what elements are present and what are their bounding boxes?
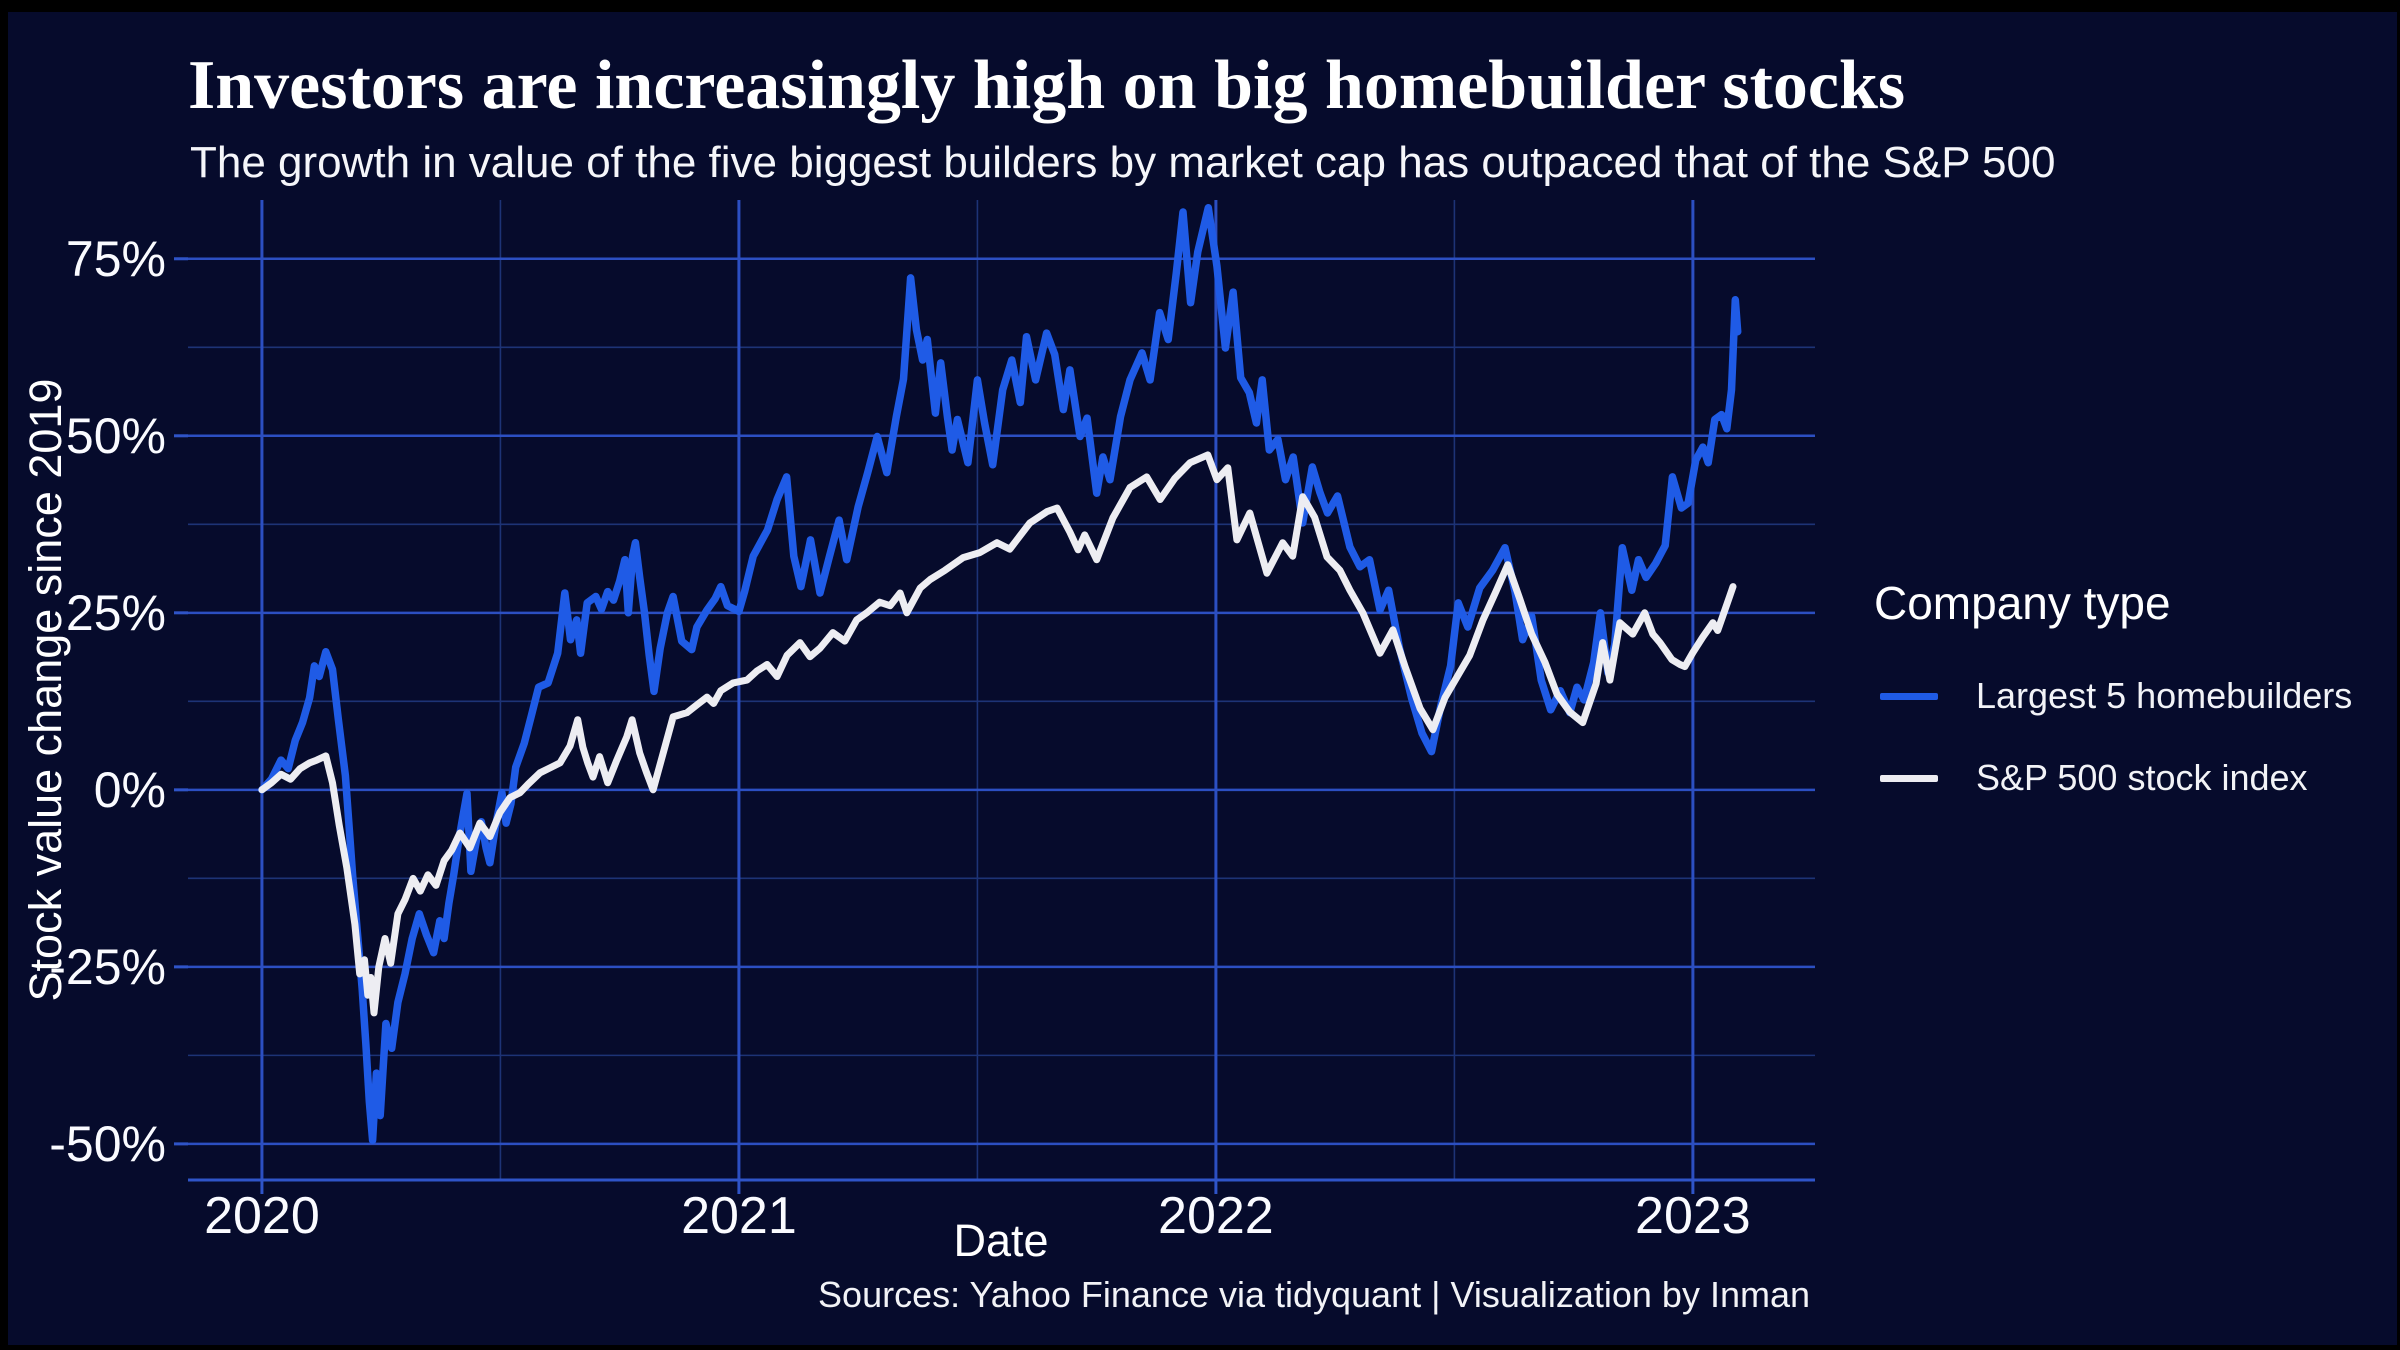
data-series-lines — [258, 204, 1742, 1145]
x-tick-label: 2023 — [1635, 1187, 1751, 1245]
legend-item-homebuilders: Largest 5 homebuilders — [1880, 668, 2352, 724]
y-tick-label: 75% — [65, 230, 166, 287]
x-tick-label: 2021 — [681, 1187, 797, 1245]
x-axis-title: Date — [953, 1215, 1049, 1266]
legend-item-sp500: S&P 500 stock index — [1880, 750, 2308, 806]
x-tick-label: 2020 — [204, 1187, 320, 1245]
gridlines-minor — [188, 200, 1815, 1180]
chart-title: Investors are increasingly high on big h… — [188, 47, 1906, 124]
y-tick-label: -50% — [49, 1115, 166, 1172]
sp500-line-swatch — [1880, 774, 1938, 782]
x-tick-label: 2022 — [1158, 1187, 1274, 1245]
legend-item-label: S&P 500 stock index — [1976, 757, 2308, 798]
x-axis-line — [174, 257, 1815, 1194]
sp500-line — [258, 451, 1737, 1017]
homebuilders-line-swatch — [1880, 692, 1938, 700]
y-tick-label: -25% — [49, 938, 166, 995]
gridlines-major — [188, 200, 1815, 1180]
y-tick-label: 25% — [65, 584, 166, 641]
y-tick-label: 50% — [65, 407, 166, 464]
legend-title: Company type — [1874, 577, 2171, 629]
chart-subtitle: The growth in value of the five biggest … — [190, 138, 2056, 187]
y-tick-label: 0% — [93, 761, 166, 818]
legend-item-label: Largest 5 homebuilders — [1976, 675, 2353, 716]
source-note: Sources: Yahoo Finance via tidyquant | V… — [818, 1274, 1810, 1315]
